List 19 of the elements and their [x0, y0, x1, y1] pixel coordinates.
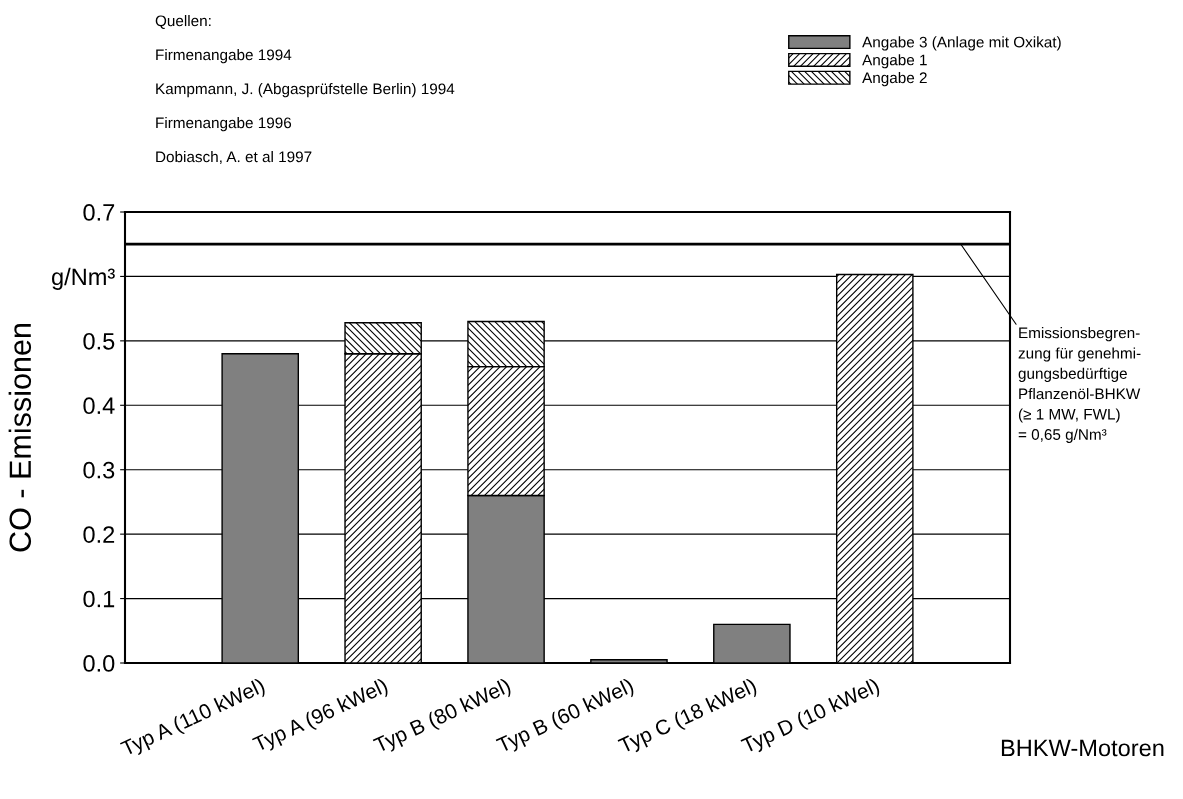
text: Dobiasch, A. et al 1997 — [156, 151, 312, 165]
legend-label: Angabe 2 — [862, 71, 927, 87]
text: Firmenangabe 1996 — [156, 117, 292, 132]
legend-label: Angabe 3 (Anlage mit Oxikat) — [862, 36, 1061, 51]
y-tick-label: g/Nm³ — [52, 267, 115, 290]
y-tick-label: 0.0 — [83, 655, 115, 672]
text: Firmenangabe 1994 — [156, 49, 292, 64]
source-note: Quellen: — [155, 15, 211, 29]
x-axis-title: BHKW-Motoren — [1001, 739, 1164, 757]
y-tick-label: 0.3 — [83, 461, 115, 479]
text: Kampmann, J. (Abgasprüfstelle Berlin) 1994 — [156, 83, 455, 98]
y-tick-label: 0.7 — [83, 204, 115, 221]
ref-line-label: Emissionsbegren- zung für genehmi- gungsbedürftige Pflanzenöl-BHKW (≥ 1 MW, FWL) = 0,65 g/Nm³ — [1018, 327, 1141, 443]
legend-label: Angabe 1 — [862, 54, 927, 69]
y-tick-label: 0.4 — [83, 397, 115, 415]
y-tick-label: 0.1 — [83, 590, 115, 608]
y-tick-label: 0.5 — [83, 332, 115, 350]
y-axis-title: CO - Emissionen — [8, 324, 32, 552]
y-tick-label: 0.2 — [83, 526, 115, 543]
